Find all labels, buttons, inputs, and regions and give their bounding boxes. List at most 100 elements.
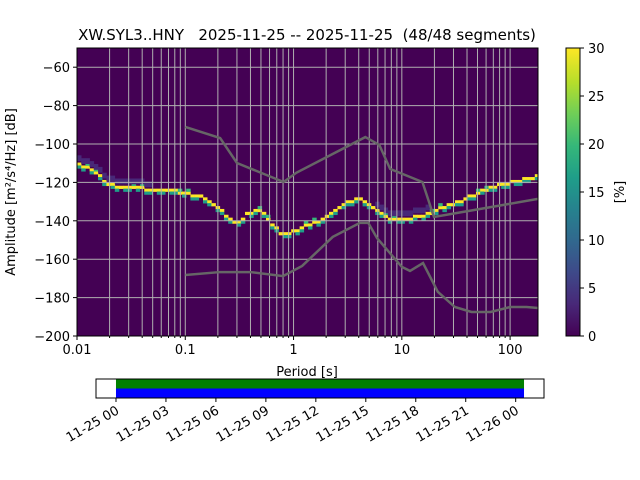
histogram-cell-faint xyxy=(131,178,137,185)
histogram-cell-faint xyxy=(417,207,422,214)
histogram-cell-mode xyxy=(324,214,330,218)
histogram-cell xyxy=(383,211,389,216)
histogram-cell-faint xyxy=(425,204,431,211)
histogram-cell xyxy=(169,191,174,195)
histogram-cell-faint xyxy=(383,207,389,214)
histogram-cell-faint xyxy=(148,181,153,188)
histogram-cell xyxy=(85,162,90,166)
histogram-cell-mode xyxy=(119,185,124,189)
histogram-cell xyxy=(526,179,531,184)
histogram-cell-mode xyxy=(253,208,258,213)
histogram-cell-faint xyxy=(421,207,426,214)
plot-frame xyxy=(76,47,539,337)
histogram-cell-mode xyxy=(350,200,355,204)
histogram-cell-mode xyxy=(509,179,515,184)
histogram-cell xyxy=(413,217,418,221)
histogram-cell-mode xyxy=(413,214,418,218)
histogram-cell xyxy=(455,203,460,207)
histogram-cell-mode xyxy=(501,182,506,187)
x-tick-label: 100 xyxy=(498,343,523,358)
histogram-cell-mode xyxy=(144,188,149,192)
histogram-cell-mode xyxy=(446,203,452,207)
histogram-cell xyxy=(190,197,195,201)
histogram-cell xyxy=(282,235,288,239)
histogram-cell-mode xyxy=(459,200,464,204)
histogram-cell xyxy=(194,197,200,201)
histogram-cell-mode xyxy=(266,217,271,221)
x-axis-label: Period [s] xyxy=(276,365,338,380)
timeline-tick-label: 11-25 12 xyxy=(264,403,322,445)
histogram-cell-mode xyxy=(224,214,229,218)
x-tick-label: 1 xyxy=(289,343,297,358)
histogram-cell-mode xyxy=(522,177,527,181)
colorbar-tick-label: 15 xyxy=(588,186,605,201)
histogram-cell-faint xyxy=(89,161,95,167)
timeline-tick-label: 11-25 18 xyxy=(364,403,422,445)
histogram-cell xyxy=(350,203,355,207)
chart-title: XW.SYL3..HNY 2025-11-25 -- 2025-11-25 (4… xyxy=(78,26,536,44)
histogram-cell-mode xyxy=(240,217,246,221)
plot-background xyxy=(77,48,538,336)
histogram-cell-mode xyxy=(480,188,485,192)
histogram-cell xyxy=(89,171,95,175)
histogram-cell-mode xyxy=(236,220,242,224)
histogram-cell-mode xyxy=(383,214,389,218)
histogram-cell-mode xyxy=(219,208,225,213)
histogram-cell-mode xyxy=(257,208,263,213)
histogram-cell-mode xyxy=(358,197,363,201)
histogram-cell-mode xyxy=(341,203,347,207)
histogram-cell xyxy=(81,168,86,172)
histogram-cell-mode xyxy=(182,191,187,195)
used-coverage-bar xyxy=(115,388,525,398)
timeline-tick-label: 11-25 09 xyxy=(214,403,272,445)
histogram-cell-mode xyxy=(312,220,317,224)
histogram-cell xyxy=(480,191,485,195)
histogram-cell xyxy=(308,226,313,230)
histogram-cell-mode xyxy=(190,194,195,198)
histogram-cell xyxy=(459,203,464,207)
histogram-cell-mode xyxy=(387,217,393,221)
histogram-cell xyxy=(518,182,523,187)
histogram-cell xyxy=(387,220,393,224)
histogram-cell xyxy=(249,214,254,218)
histogram-cell-mode xyxy=(534,174,538,178)
histogram-cell xyxy=(438,203,443,207)
histogram-cell-mode xyxy=(102,179,107,184)
histogram-cell-mode xyxy=(316,220,321,224)
histogram-cell xyxy=(161,191,166,195)
histogram-cell xyxy=(329,214,334,218)
histogram-cell-mode xyxy=(93,171,99,175)
histogram-cell xyxy=(446,206,452,210)
y-tick-label: −100 xyxy=(34,138,70,153)
histogram-cell xyxy=(127,188,132,192)
histogram-cell-mode xyxy=(106,182,111,187)
histogram-cell-mode xyxy=(228,217,233,221)
histogram-cell-mode xyxy=(438,206,443,210)
histogram-cell-mode xyxy=(211,203,216,207)
histogram-cell xyxy=(400,220,405,224)
timeline-tick-label: 11-25 15 xyxy=(314,403,372,445)
histogram-cell-mode xyxy=(161,188,166,192)
y-tick-label: −200 xyxy=(34,330,70,345)
histogram-cell xyxy=(408,220,414,224)
histogram-cell xyxy=(425,214,431,218)
histogram-cell xyxy=(488,188,494,192)
timeline-frame xyxy=(95,378,545,399)
histogram-cell xyxy=(513,182,519,187)
histogram-cell-mode xyxy=(303,223,309,227)
histogram-cell-mode xyxy=(135,185,141,189)
histogram-cell xyxy=(471,197,477,201)
histogram-cell-faint xyxy=(387,210,393,217)
histogram-cell-mode xyxy=(371,206,376,210)
histogram-cell xyxy=(224,217,229,221)
histogram-cell-mode xyxy=(362,200,368,204)
histogram-cell xyxy=(476,188,481,192)
histogram-cell-faint xyxy=(77,155,82,162)
histogram-cell xyxy=(522,179,527,184)
histogram-cell xyxy=(534,177,538,181)
colorbar-tick-label: 0 xyxy=(588,330,596,345)
histogram-cell xyxy=(240,220,246,224)
histogram-cell-mode xyxy=(425,211,431,216)
histogram-cell-mode xyxy=(421,214,426,218)
